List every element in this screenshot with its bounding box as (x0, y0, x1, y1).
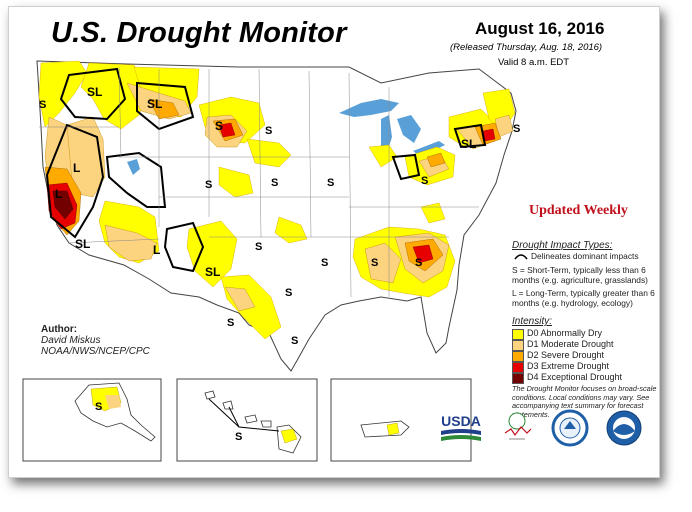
legend-label: D4 Exceptional Drought (527, 372, 623, 382)
impact-letter: SL (75, 237, 91, 251)
updated-weekly: Updated Weekly (529, 203, 628, 218)
author-block: Author: David Miskus NOAA/NWS/NCEP/CPC (41, 324, 150, 357)
lake-superior (339, 99, 399, 117)
impact-letter: SL (147, 97, 163, 111)
usda-logo: USDA (439, 411, 483, 445)
impact-letter: S (39, 99, 47, 111)
noaa-logo (605, 409, 643, 447)
disclaimer-note: The Drought Monitor focuses on broad-sca… (512, 384, 657, 419)
delineate-line-symbol (514, 254, 528, 260)
legend-swatch (512, 362, 524, 373)
ndmc-logo (497, 409, 537, 447)
lake-huron (397, 115, 421, 143)
intensity-legend-title: Intensity: (512, 316, 553, 327)
doc-seal-logo (551, 409, 589, 447)
impact-letter: L (73, 161, 81, 175)
map-title: U.S. Drought Monitor (51, 17, 347, 49)
conus-land (36, 60, 517, 372)
valid-time: Valid 8 a.m. EDT (498, 57, 570, 68)
impact-long-term-text: L = Long-Term, typically greater than 6 … (512, 288, 655, 308)
impact-letter: S (291, 335, 299, 347)
map-date: August 16, 2016 (475, 19, 605, 38)
impact-letter: SL (87, 85, 103, 99)
release-date: (Released Thursday, Aug. 18, 2016) (450, 42, 603, 53)
author-label: Author: (41, 324, 78, 335)
legend-label: D2 Severe Drought (527, 350, 605, 360)
legend-label: D3 Extreme Drought (527, 361, 610, 371)
impact-delineates-text: Delineates dominant impacts (531, 251, 639, 261)
legend-label: D0 Abnormally Dry (527, 328, 603, 338)
impact-letter: SL (205, 265, 221, 279)
hawaii-d0 (280, 428, 298, 444)
impact-letter: S (95, 401, 103, 413)
impact-letter: S (215, 119, 224, 133)
author-name: David Miskus (41, 335, 101, 346)
drought-monitor-card: SL SL S S S L L S S S SL L SL S S S S S … (8, 6, 660, 478)
puerto-rico-d0 (386, 422, 400, 436)
impact-letter: S (235, 431, 243, 443)
drought-map (22, 60, 528, 462)
svg-text:USDA: USDA (441, 413, 481, 429)
impact-letter: S (255, 241, 263, 253)
impact-letter: S (327, 177, 335, 189)
d4-areas (52, 190, 74, 220)
impact-letter: S (513, 123, 521, 135)
impact-letter: S (415, 257, 423, 269)
impact-letter: S (227, 317, 235, 329)
legend-swatch (512, 373, 524, 384)
hawaii-impact-lines (208, 398, 280, 432)
impact-letter: S (271, 177, 279, 189)
impact-letter: SL (461, 137, 477, 151)
great-salt-lake (127, 159, 140, 175)
state-boundaries (39, 66, 479, 298)
impact-letter: S (371, 257, 379, 269)
legend-swatch (512, 340, 524, 351)
impact-delineations (45, 67, 487, 273)
legend-label: D1 Moderate Drought (527, 339, 614, 349)
puerto-rico-inset-box (330, 378, 472, 462)
impact-letter: L (55, 187, 63, 201)
impact-letter: S (321, 257, 329, 269)
alaska-d1 (105, 395, 121, 409)
impact-legend-title: Drought Impact Types: (512, 240, 613, 251)
impact-letter: S (285, 287, 293, 299)
impact-letter: S (265, 125, 273, 137)
impact-letter: L (153, 243, 161, 257)
impact-letter: S (421, 175, 429, 187)
impact-letter: S (205, 179, 213, 191)
legend-swatch (512, 351, 524, 362)
legend-swatch (512, 329, 524, 340)
impact-short-term-text: S = Short-Term, typically less than 6 mo… (512, 265, 648, 285)
author-org: NOAA/NWS/NCEP/CPC (41, 346, 150, 357)
